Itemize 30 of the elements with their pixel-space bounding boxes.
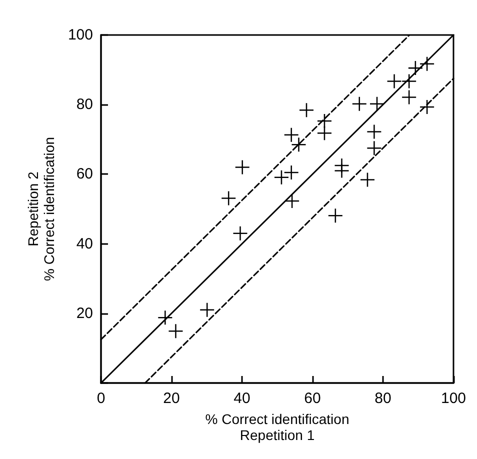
point	[292, 138, 306, 152]
point	[235, 160, 250, 174]
x-tick-label: 20	[163, 390, 180, 407]
point	[334, 164, 349, 178]
point	[360, 172, 374, 187]
point	[284, 165, 298, 180]
point	[233, 226, 248, 240]
y-axis-title: Repetition 2 % Correct identification	[25, 137, 58, 281]
x-tick-label: 40	[234, 390, 250, 407]
point	[274, 170, 288, 184]
x-tick-label: 100	[440, 390, 466, 407]
y-tick-label: 100	[68, 26, 93, 44]
y-tick-label: 20	[76, 304, 93, 322]
x-tick-label: 60	[304, 390, 321, 407]
point	[402, 90, 416, 104]
point	[222, 191, 236, 206]
point	[367, 141, 382, 156]
point	[387, 74, 402, 88]
y-tick-label: 80	[76, 96, 93, 114]
y-tick-label: 40	[76, 235, 93, 252]
point	[300, 103, 314, 118]
x-axis-title: % Correct identification Repetition 1	[205, 411, 350, 443]
x-tick-label: 80	[374, 390, 392, 407]
point	[284, 128, 298, 142]
point	[352, 96, 366, 111]
point	[367, 124, 382, 139]
point	[168, 324, 183, 338]
y-tick-label: 60	[76, 166, 93, 183]
x-tick-label: 0	[96, 390, 106, 407]
point	[317, 126, 332, 140]
